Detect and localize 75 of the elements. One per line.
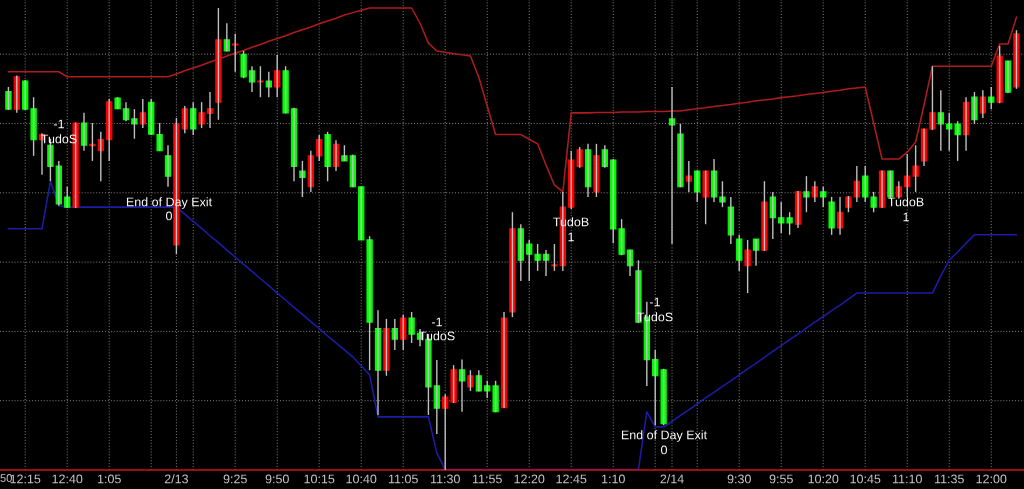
- candlestick: [215, 7, 222, 121]
- candlestick: [576, 146, 583, 169]
- candlestick: [358, 186, 365, 241]
- x-tick-label: 11:05: [388, 474, 418, 484]
- candlestick: [761, 180, 768, 252]
- x-tick-label: 10:20: [808, 474, 839, 484]
- candlestick: [870, 191, 877, 213]
- x-tick-label: 10:45: [850, 474, 881, 484]
- candlestick: [492, 380, 499, 413]
- x-tick-label: 11:55: [472, 474, 502, 484]
- candlestick: [450, 364, 457, 404]
- annotation: 1: [903, 212, 909, 222]
- annotation: End of Day Exit: [621, 430, 707, 442]
- x-tick-label: 11:10: [893, 474, 922, 484]
- x-tick-label: 9:55: [769, 474, 793, 484]
- x-tick-label: 12:20: [514, 474, 545, 484]
- text: 50: [0, 474, 12, 482]
- x-tick-label: 2/14: [660, 474, 684, 484]
- candlestick: [299, 160, 306, 198]
- x-tick-label: 2/13: [164, 474, 189, 484]
- candlestick: [954, 120, 961, 162]
- candlestick: [156, 122, 163, 152]
- x-tick-label: 10:40: [346, 474, 377, 484]
- candlestick: [702, 169, 709, 225]
- candlestick: [719, 180, 726, 208]
- candlestick: [467, 369, 474, 392]
- x-tick-label: 11:35: [935, 474, 964, 484]
- candlestick: [828, 196, 835, 236]
- annotation: 0: [166, 211, 172, 221]
- candlestick: [677, 123, 684, 188]
- candlestick: [744, 239, 751, 294]
- annotation: 0: [661, 445, 667, 455]
- candlestick: [408, 311, 415, 344]
- x-tick-label: 9:50: [265, 474, 289, 484]
- candlestick: [803, 175, 810, 213]
- candlestick: [786, 211, 793, 236]
- x-tick-label: 1:05: [97, 474, 121, 484]
- annotation: -1: [54, 119, 64, 129]
- candlestick: [996, 45, 1003, 104]
- candlestick: [593, 143, 600, 198]
- x-tick-label: 11:30: [430, 474, 460, 484]
- candlestick: [30, 96, 37, 157]
- candlestick: [534, 243, 541, 272]
- candlestick: [324, 131, 331, 182]
- candlestick: [912, 144, 919, 193]
- candlestick: [971, 91, 978, 125]
- annotation: -1: [650, 297, 660, 307]
- candlestick: [131, 108, 138, 140]
- x-tick-label: 9:30: [727, 474, 751, 484]
- x-tick-label: 12:40: [52, 474, 83, 484]
- candlestick: [660, 368, 667, 426]
- candlestick: [383, 318, 390, 377]
- candlestick: [240, 50, 247, 79]
- candlestick: [946, 112, 953, 152]
- candlestick: [929, 65, 936, 131]
- x-tick-label: 9:25: [223, 474, 247, 484]
- candlestick: [509, 211, 516, 318]
- x-tick-label: 10:15: [304, 474, 335, 484]
- x-tick-label: 12:15: [10, 474, 41, 484]
- candlestick: [820, 186, 827, 208]
- candlestick: [366, 235, 373, 371]
- candlestick: [257, 65, 264, 98]
- candlestick: [282, 65, 289, 115]
- candlestick: [232, 33, 239, 73]
- candlestick: [618, 218, 625, 256]
- annotation: 1: [568, 232, 574, 242]
- annotation: TudoB: [888, 197, 924, 207]
- x-tick-label: 12:45: [556, 474, 587, 484]
- candlestick: [1013, 29, 1020, 90]
- x-tick-label: 12:00: [976, 474, 1007, 484]
- candlestick: [5, 86, 12, 111]
- x-tick-label: 1:10: [602, 474, 625, 484]
- candlestick: [551, 243, 558, 272]
- candlestick: [198, 101, 205, 129]
- annotation: -1: [432, 317, 442, 327]
